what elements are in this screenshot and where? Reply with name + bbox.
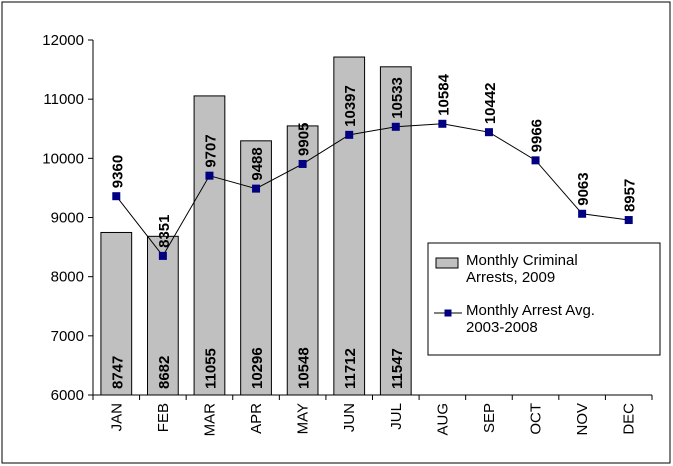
bar-value-label: 8747 (109, 356, 126, 389)
line-value-label: 10533 (389, 77, 406, 119)
line-value-label: 9966 (529, 119, 546, 152)
legend-swatch (435, 257, 459, 269)
line-value-label: 9905 (296, 123, 313, 156)
legend-box (427, 242, 661, 356)
bar (333, 56, 366, 396)
line-value-label: 10397 (342, 85, 359, 127)
y-tick-label: 7000 (51, 328, 84, 345)
bar (379, 66, 412, 396)
line-value-label: 10442 (482, 82, 499, 124)
x-tick-label: AUG (434, 403, 451, 436)
x-tick-label: APR (248, 403, 265, 434)
line-value-label: 9488 (249, 147, 266, 180)
bar-value-label: 11055 (202, 348, 219, 389)
marker (438, 119, 447, 128)
bar-value-label: 10296 (249, 347, 266, 389)
x-tick-label: MAY (295, 403, 312, 434)
bar-value-label: 11712 (342, 348, 359, 389)
bar (286, 125, 319, 396)
x-tick-label: OCT (528, 403, 545, 435)
y-tick-label: 10000 (42, 150, 84, 167)
line-value-label: 8957 (622, 179, 639, 212)
marker (298, 159, 307, 168)
x-tick-label: DEC (621, 403, 638, 435)
x-tick-label: JAN (108, 403, 125, 431)
bar (193, 95, 226, 396)
x-tick-label: JUN (341, 403, 358, 432)
y-tick-label: 8000 (51, 269, 84, 286)
legend-label: Monthly Criminal Arrests, 2009 (466, 252, 578, 286)
marker (484, 128, 493, 137)
bar (147, 235, 179, 396)
marker (624, 216, 633, 225)
x-tick-label: JUL (388, 403, 405, 430)
y-tick-label: 12000 (42, 32, 84, 49)
bar (100, 231, 133, 396)
marker (112, 192, 121, 201)
line (115, 123, 629, 257)
y-tick-label: 11000 (43, 91, 84, 108)
line-value-label: 9063 (575, 172, 592, 205)
y-tick-label: 9000 (51, 210, 84, 227)
bar-value-label: 8682 (156, 356, 173, 389)
x-tick-label: SEP (481, 403, 498, 433)
marker (252, 184, 261, 193)
marker (391, 122, 400, 131)
legend-label: Monthly Arrest Avg. 2003-2008 (466, 302, 595, 336)
marker (158, 251, 167, 260)
line-value-label: 10584 (435, 73, 452, 115)
bar-value-label: 10548 (296, 347, 313, 389)
x-tick-label: NOV (574, 403, 591, 436)
marker (531, 156, 540, 165)
bar-value-label: 11547 (389, 348, 406, 389)
line-value-label: 9360 (109, 155, 126, 188)
x-tick-label: MAR (201, 403, 218, 437)
legend-swatch (444, 309, 452, 317)
x-tick-label: FEB (155, 403, 172, 432)
line-value-label: 9707 (202, 134, 219, 167)
y-tick-label: 6000 (51, 387, 84, 404)
line-value-label: 8351 (156, 215, 173, 248)
marker (578, 209, 587, 218)
marker (345, 130, 354, 139)
marker (205, 171, 214, 180)
